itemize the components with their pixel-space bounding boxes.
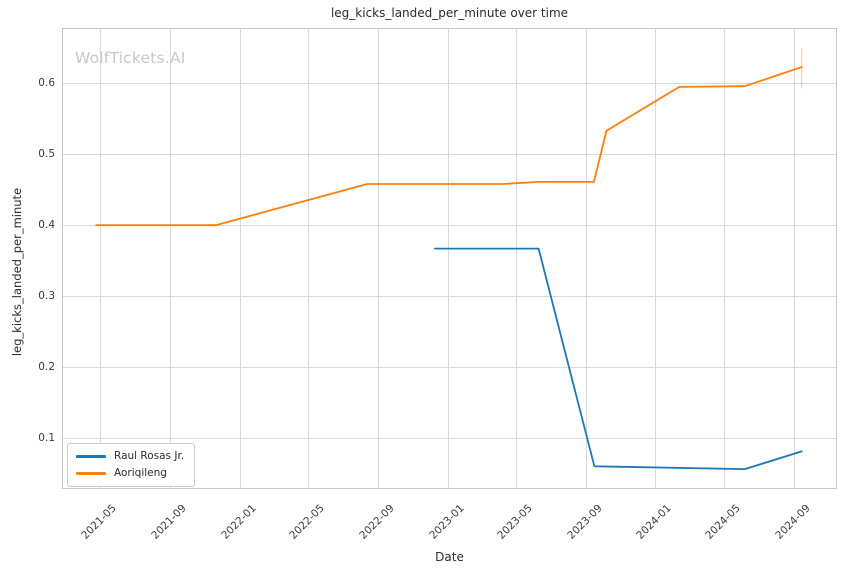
y-tick-label: 0.1	[38, 431, 55, 444]
chart-title: leg_kicks_landed_per_minute over time	[330, 6, 569, 20]
legend: Raul Rosas Jr. Aoriqileng	[67, 443, 196, 487]
y-tick-label: 0.5	[38, 147, 55, 160]
legend-swatch-aoriqileng	[76, 472, 106, 475]
series-line-aoriqileng	[95, 66, 803, 227]
x-axis-label: Date	[435, 550, 464, 564]
series-line-raul-rosas-jr-	[434, 247, 803, 471]
y-tick-label: 0.2	[38, 360, 55, 373]
plot-border	[62, 28, 837, 489]
y-tick-label: 0.6	[38, 77, 55, 90]
legend-label-raul-rosas-jr: Raul Rosas Jr.	[114, 450, 185, 462]
legend-item-aoriqileng: Aoriqileng	[76, 467, 184, 480]
watermark: WolfTickets.AI	[75, 49, 186, 67]
y-axis-label: leg_kicks_landed_per_minute	[10, 187, 24, 357]
legend-label-aoriqileng: Aoriqileng	[114, 467, 167, 479]
y-tick-label: 0.3	[38, 289, 55, 302]
legend-item-raul-rosas-jr: Raul Rosas Jr.	[76, 450, 184, 463]
legend-swatch-raul-rosas-jr	[76, 455, 106, 458]
y-tick-label: 0.4	[38, 218, 55, 231]
